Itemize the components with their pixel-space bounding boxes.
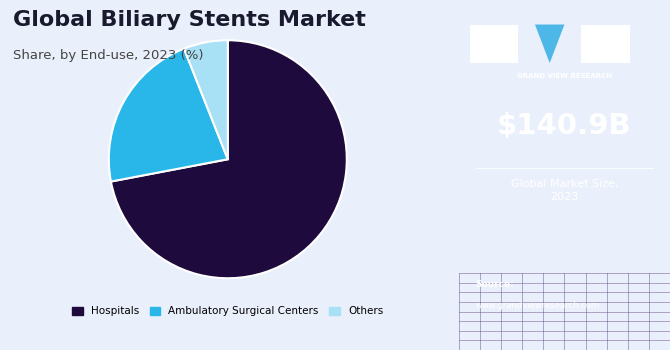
FancyBboxPatch shape <box>470 25 518 63</box>
Text: GRAND VIEW RESEARCH: GRAND VIEW RESEARCH <box>517 74 612 79</box>
FancyBboxPatch shape <box>582 25 630 63</box>
Wedge shape <box>184 40 228 159</box>
Text: $140.9B: $140.9B <box>497 112 632 140</box>
Text: Global Market Size,
2023: Global Market Size, 2023 <box>511 178 618 203</box>
Text: www.grandviewresearch.com: www.grandviewresearch.com <box>476 301 600 310</box>
Legend: Hospitals, Ambulatory Surgical Centers, Others: Hospitals, Ambulatory Surgical Centers, … <box>68 302 387 321</box>
Polygon shape <box>535 25 564 63</box>
Wedge shape <box>111 40 347 278</box>
Text: Source:: Source: <box>476 280 515 289</box>
Text: Share, by End-use, 2023 (%): Share, by End-use, 2023 (%) <box>13 49 204 62</box>
Wedge shape <box>109 49 228 182</box>
Text: Global Biliary Stents Market: Global Biliary Stents Market <box>13 10 366 30</box>
